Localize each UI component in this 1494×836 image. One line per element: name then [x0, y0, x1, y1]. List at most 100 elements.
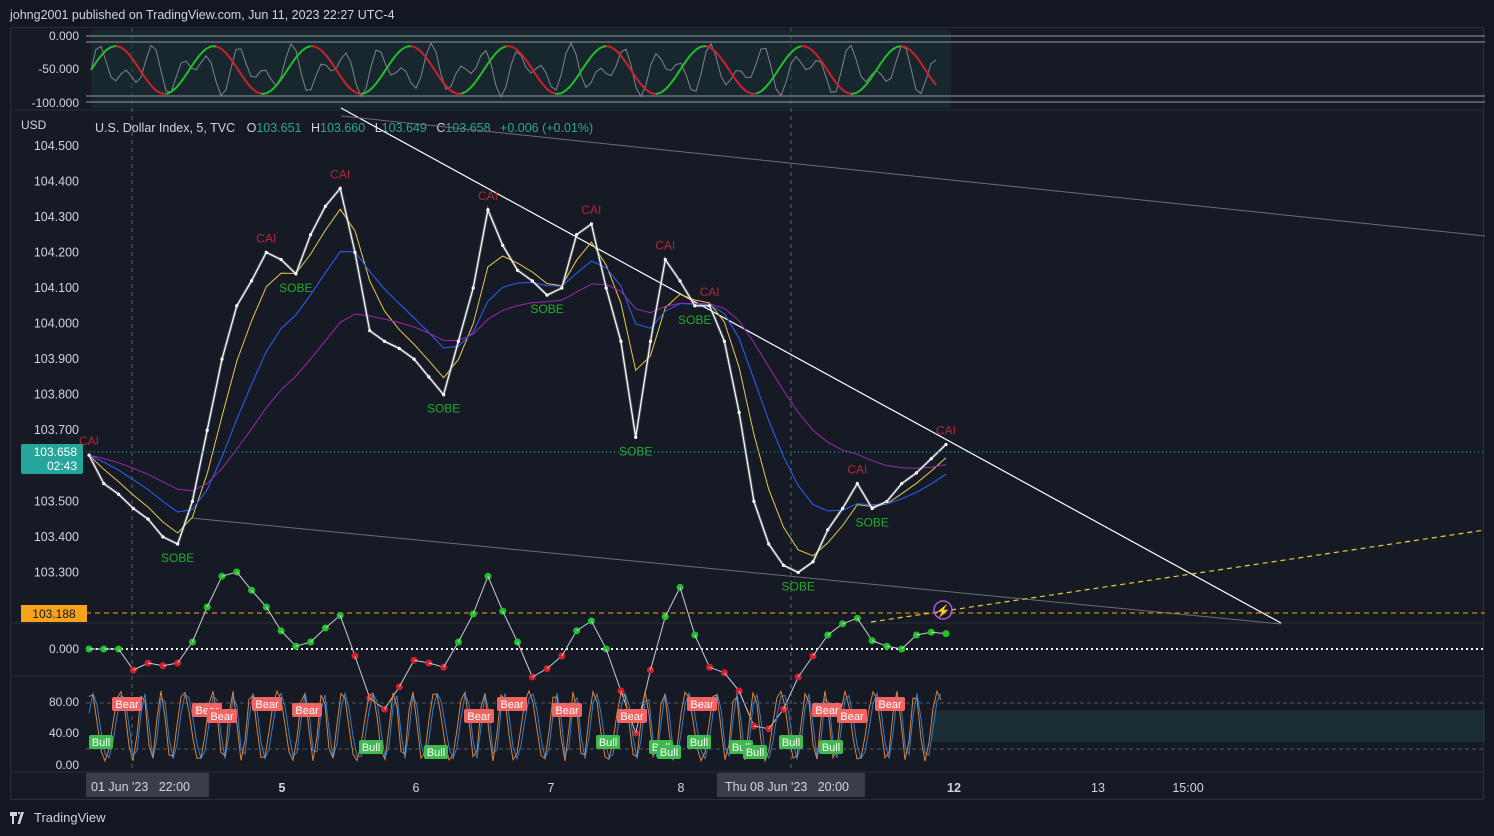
top-osc-signal-segment — [510, 45, 517, 50]
top-osc-signal-segment — [165, 91, 172, 95]
price-point — [116, 492, 121, 496]
price-point — [161, 535, 165, 539]
upper-channel-line — [340, 115, 1486, 237]
stoch-bull-label: Bull — [660, 747, 678, 759]
stoch-bear-badge — [617, 709, 647, 723]
signal-label-cai: CAI — [478, 189, 498, 203]
price-point — [309, 233, 313, 237]
momentum-segment — [605, 648, 622, 692]
price-point — [382, 339, 387, 343]
chart-frame[interactable]: 0.000 -50.000 -100.000 USD U.S. Dollar I… — [10, 27, 1486, 801]
ema-purple-line — [88, 283, 947, 492]
footer-brand[interactable]: TradingView — [34, 810, 106, 825]
top-osc-signal-segment — [710, 47, 717, 53]
top-osc-signal-segment — [670, 75, 677, 84]
top-osc-signal-segment — [225, 52, 232, 60]
price-axis-tick: 103.300 — [34, 565, 79, 579]
top-osc-signal-segment — [460, 90, 467, 95]
top-osc-signal-segment — [735, 79, 742, 88]
price-axis-tick: 103.500 — [34, 494, 79, 508]
top-osc-signal-segment — [185, 66, 192, 76]
top-osc-signal-segment — [110, 45, 117, 48]
top-osc-signal-segment — [480, 65, 487, 75]
top-osc-signal-segment — [115, 45, 122, 49]
stoch-bear-label: Bear — [840, 711, 864, 723]
momentum-dot — [129, 666, 137, 674]
lightning-alert-icon[interactable] — [933, 600, 953, 620]
top-osc-signal-segment — [515, 48, 522, 55]
ohlc-open: 103.651 — [256, 121, 301, 135]
last-price-countdown: 02:43 — [47, 459, 77, 473]
top-osc-signal-segment — [725, 64, 732, 74]
price-point — [811, 560, 815, 564]
top-osc-signal-segment — [450, 89, 457, 95]
price-axis-tick: 104.100 — [34, 281, 79, 295]
crosshair-time-badge-left — [86, 773, 209, 797]
top-osc-signal-segment — [300, 46, 307, 53]
time-label: 7 — [548, 781, 555, 795]
price-point — [131, 506, 135, 511]
price-point — [722, 339, 726, 343]
top-osc-signal-segment — [645, 88, 652, 94]
top-osc-signal-segment — [265, 89, 272, 95]
stoch-bear-badge — [875, 697, 905, 711]
price-point — [545, 293, 549, 297]
price-axis-tick: 103.800 — [34, 388, 79, 402]
main-price-pane[interactable]: USD U.S. Dollar Index, 5, TVC O103.651 H… — [21, 107, 1486, 625]
time-axis[interactable]: 01 Jun '23 22:00 Thu 08 Jun '23 20:00 5 … — [86, 773, 1204, 797]
top-osc-signal-segment — [715, 51, 722, 59]
top-osc-signal-segment — [220, 47, 227, 54]
footer[interactable]: TradingView — [10, 810, 106, 825]
momentum-tick: 0.000 — [49, 642, 79, 656]
price-point — [826, 528, 830, 532]
top-osc-signal-segment — [910, 50, 917, 57]
time-label: 13 — [1091, 781, 1105, 795]
stoch-bear-badge — [464, 709, 494, 723]
top-osc-signal-segment — [630, 69, 637, 79]
price-point — [663, 257, 667, 262]
top-osc-signal-segment — [395, 49, 402, 56]
price-point — [294, 272, 298, 276]
top-osc-signal-segment — [340, 76, 347, 85]
time-label: 8 — [678, 781, 685, 795]
ohlc-h-label: H — [311, 121, 320, 135]
momentum-segment — [236, 571, 252, 591]
price-point — [190, 499, 195, 503]
stoch-bear-label: Bear — [620, 711, 644, 723]
momentum-segment — [650, 616, 666, 671]
momentum-segment — [502, 610, 518, 643]
ohlc-change: +0.006 (+0.01%) — [500, 121, 593, 135]
top-osc-signal-segment — [155, 89, 162, 95]
top-osc-signal-segment — [820, 60, 827, 69]
top-osc-signal-segment — [865, 77, 872, 86]
stoch-bull-label: Bull — [782, 737, 800, 749]
signal-label-cai: CAI — [847, 463, 867, 477]
stoch-bull-label: Bull — [746, 747, 764, 759]
price-point — [885, 499, 889, 503]
momentum-segment — [694, 634, 711, 668]
legend-line[interactable]: U.S. Dollar Index, 5, TVC O103.651 H103.… — [95, 121, 593, 135]
signal-label-cai: CAI — [79, 434, 99, 448]
momentum-segment — [457, 613, 474, 643]
top-osc-signal-segment — [350, 88, 357, 94]
top-osc-signal-segment — [895, 45, 902, 49]
top-osc-signal-segment — [235, 65, 242, 75]
chart-svg[interactable]: 0.000 -50.000 -100.000 USD U.S. Dollar I… — [11, 28, 1486, 801]
time-label: 12 — [947, 781, 961, 795]
top-osc-signal-segment — [195, 52, 202, 61]
stoch-bear-badge — [687, 697, 717, 711]
stoch-bull-badge — [819, 740, 843, 754]
top-osc-signal-segment — [525, 59, 532, 68]
momentum-segment — [339, 615, 356, 657]
stoch-bull-badge — [657, 745, 681, 759]
top-osc-signal-segment — [855, 89, 862, 95]
price-point — [870, 506, 874, 511]
top-osc-signal-segment — [380, 68, 387, 78]
stoch-bull-badge — [359, 740, 383, 754]
time-label: 6 — [413, 781, 420, 795]
stoch-tick: 40.00 — [49, 726, 79, 740]
top-osc-signal-segment — [880, 55, 887, 64]
top-osc-signal-segment — [290, 56, 297, 66]
signal-label-sobe: SOBE — [279, 281, 312, 295]
top-osc-signal-segment — [485, 58, 492, 68]
